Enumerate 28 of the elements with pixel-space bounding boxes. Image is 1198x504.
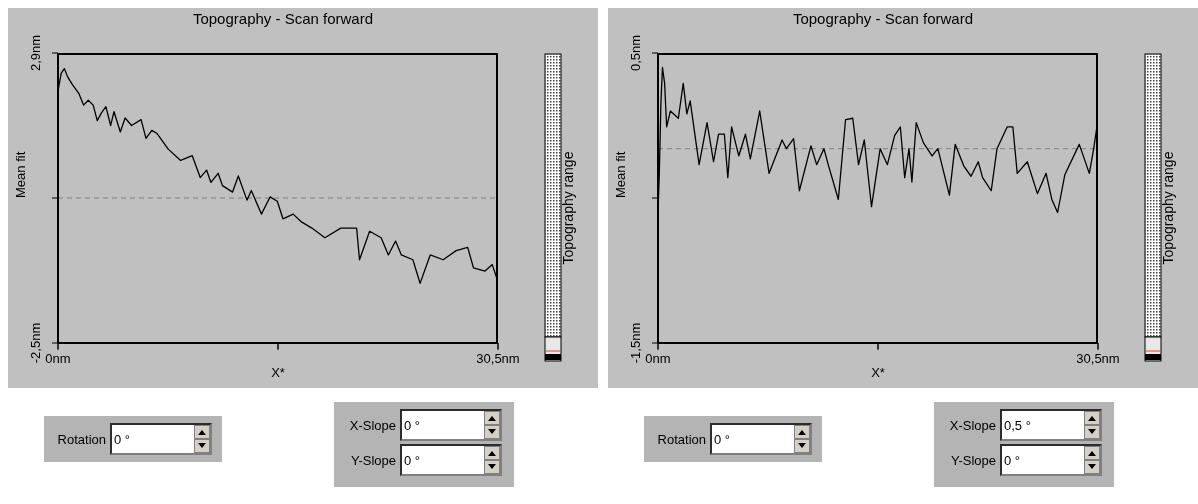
text: Rotation — [656, 431, 706, 447]
x-tick-label: 0nm — [645, 351, 671, 366]
x-tick-label: 30,5nm — [1076, 351, 1120, 366]
y-axis-title: Mean fit — [612, 151, 628, 198]
y-tick-label: 2,9nm — [28, 34, 43, 72]
y-tick-label: 0,5nm — [628, 34, 643, 72]
text: X-Slope — [948, 417, 996, 433]
text: X-Slope — [348, 417, 396, 433]
x-axis-title: X* — [271, 365, 285, 380]
y-axis-title: Mean fit — [12, 151, 28, 198]
text: Topography range — [1160, 151, 1176, 265]
text: Topography range — [560, 151, 576, 265]
text: 0 ° — [1003, 452, 1022, 468]
text: 0 ° — [403, 452, 422, 468]
text: 0 ° — [713, 431, 732, 447]
x-tick-label: 0nm — [45, 351, 71, 366]
x-tick-label: 30,5nm — [476, 351, 520, 366]
chart-title: Topography - Scan forward — [791, 10, 975, 27]
text: 0 ° — [403, 417, 422, 433]
text: 0 ° — [113, 431, 132, 447]
text: Y-Slope — [349, 452, 396, 468]
y-tick-label: -1,5nm — [628, 322, 643, 364]
text: 0,5 ° — [1003, 417, 1032, 433]
chart-title: Topography - Scan forward — [191, 10, 375, 27]
text: Rotation — [56, 431, 106, 447]
text: Y-Slope — [949, 452, 996, 468]
x-axis-title: X* — [871, 365, 885, 380]
y-tick-label: -2,5nm — [28, 322, 43, 364]
